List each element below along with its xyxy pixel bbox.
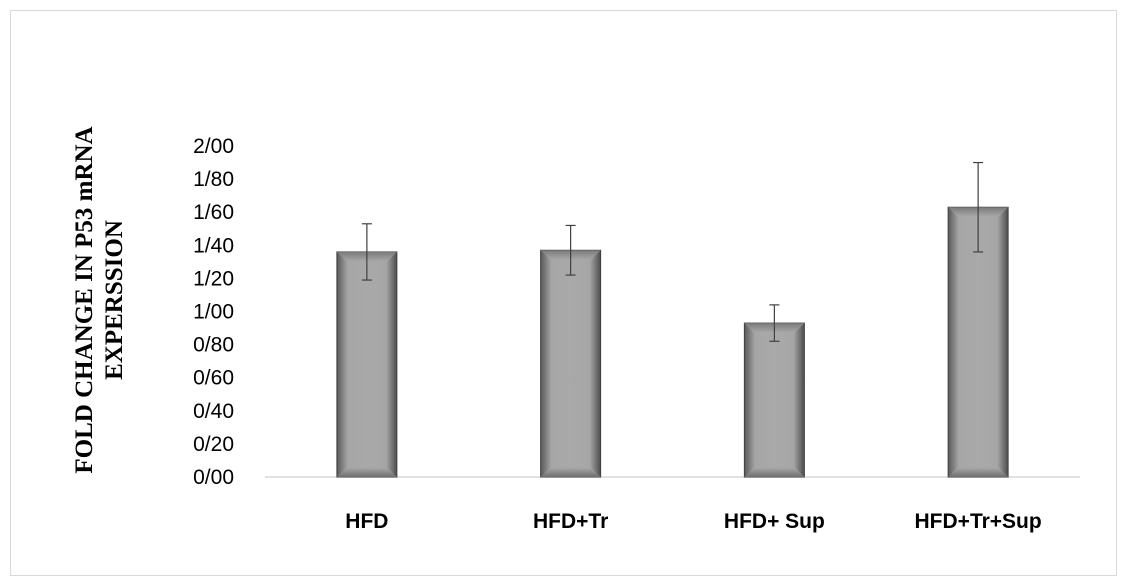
- bar-body: [743, 322, 805, 478]
- x-category-label: HFD+ Sup: [724, 510, 825, 533]
- bar-body: [540, 249, 602, 478]
- error-bar-1: [361, 223, 372, 281]
- y-tick-label: 0/20: [193, 433, 234, 456]
- y-tick-label: 1/00: [193, 301, 234, 324]
- error-bar-3: [769, 304, 780, 342]
- bar-bevel-bottom: [336, 468, 397, 477]
- bar-1: [336, 251, 398, 478]
- bar-2: [540, 249, 602, 478]
- y-tick-label: 1/60: [193, 201, 234, 224]
- x-category-label: HFD+Tr: [533, 510, 608, 533]
- x-category-label: HFD: [345, 510, 388, 533]
- error-bar-2: [565, 224, 576, 276]
- y-tick-label: 1/40: [193, 234, 234, 257]
- y-tick-label: 0/00: [193, 466, 234, 489]
- x-category-label: HFD+Tr+Sup: [915, 510, 1042, 533]
- y-tick-label: 1/80: [193, 168, 234, 191]
- y-tick-label: 1/20: [193, 267, 234, 290]
- bar-bevel-bottom: [540, 468, 601, 477]
- bar-bevel-bottom: [948, 468, 1009, 477]
- y-tick-label: 0/80: [193, 334, 234, 357]
- bar-body: [336, 251, 398, 478]
- error-bar-4: [973, 161, 984, 253]
- bar-3: [743, 322, 805, 478]
- bar-bevel-bottom: [744, 468, 805, 477]
- y-tick-label: 0/40: [193, 400, 234, 423]
- y-tick-label: 0/60: [193, 367, 234, 390]
- y-tick-label: 2/00: [193, 135, 234, 158]
